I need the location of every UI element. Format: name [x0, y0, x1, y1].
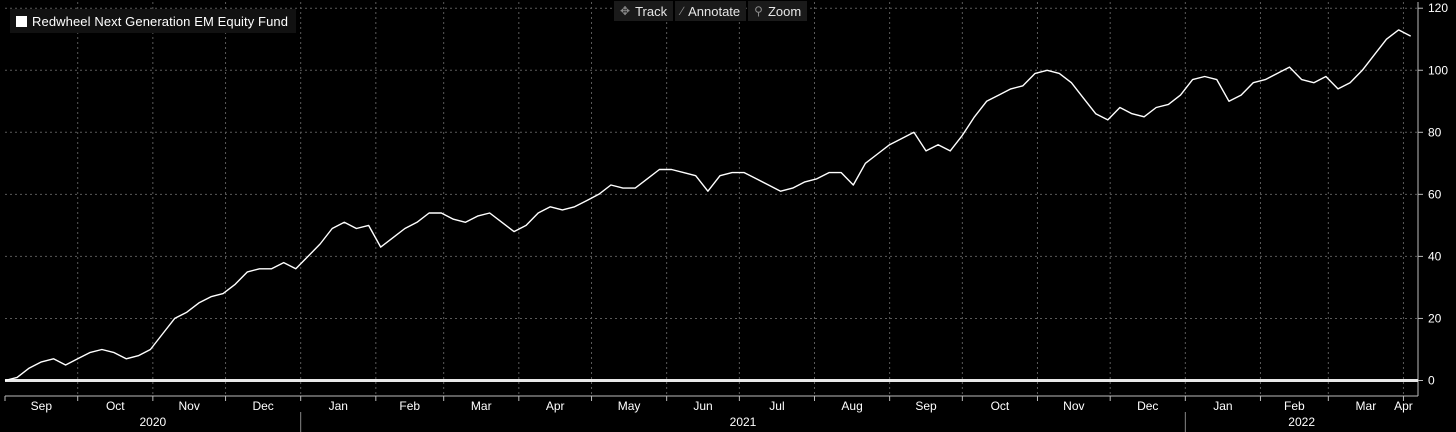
y-tick-label: 40: [1428, 249, 1442, 263]
x-tick-label: Dec: [1137, 399, 1158, 413]
x-tick-label: Sep: [915, 399, 937, 413]
x-tick-label: Nov: [179, 399, 200, 413]
x-tick-label: May: [618, 399, 641, 413]
chart-legend[interactable]: Redwheel Next Generation EM Equity Fund: [10, 9, 297, 33]
x-tick-label: Jun: [693, 399, 712, 413]
annotate-button[interactable]: ∕ Annotate: [675, 1, 747, 21]
year-label: 2022: [1288, 415, 1315, 429]
y-tick-label: 20: [1428, 311, 1442, 325]
x-tick-label: Dec: [252, 399, 273, 413]
x-tick-label: Sep: [31, 399, 53, 413]
annotate-label: Annotate: [688, 3, 741, 19]
x-tick-label: Apr: [1394, 399, 1413, 413]
year-label: 2021: [730, 415, 757, 429]
track-label: Track: [635, 3, 668, 19]
legend-swatch: [16, 15, 27, 27]
y-tick-label: 60: [1428, 187, 1442, 201]
x-tick-label: Nov: [1063, 399, 1084, 413]
x-tick-label: Jan: [1213, 399, 1232, 413]
x-tick-label: Oct: [106, 399, 125, 413]
year-label: 2020: [139, 415, 166, 429]
pencil-icon: ∕: [681, 4, 684, 18]
series-line-fund: [4, 29, 1412, 382]
zoom-label: Zoom: [767, 3, 802, 19]
legend-label: Redwheel Next Generation EM Equity Fund: [32, 13, 289, 29]
y-tick-label: 100: [1428, 63, 1448, 77]
x-tick-label: Feb: [399, 399, 420, 413]
zoom-button[interactable]: ⚲ Zoom: [748, 1, 808, 21]
chart-toolbar: ✥ Track ∕ Annotate ⚲ Zoom: [614, 1, 808, 21]
x-tick-label: Feb: [1284, 399, 1305, 413]
x-tick-label: Apr: [546, 399, 565, 413]
magnifier-icon: ⚲: [754, 4, 763, 18]
x-tick-label: Aug: [841, 399, 862, 413]
x-tick-label: Jul: [769, 399, 784, 413]
x-tick-label: Oct: [991, 399, 1010, 413]
x-tick-label: Mar: [1356, 399, 1377, 413]
track-button[interactable]: ✥ Track: [614, 1, 674, 21]
x-tick-label: Mar: [471, 399, 492, 413]
crosshair-icon: ✥: [620, 4, 631, 18]
y-tick-label: 120: [1428, 1, 1448, 15]
y-tick-label: 80: [1428, 125, 1442, 139]
x-tick-label: Jan: [329, 399, 348, 413]
y-tick-label: 0: [1428, 373, 1435, 387]
